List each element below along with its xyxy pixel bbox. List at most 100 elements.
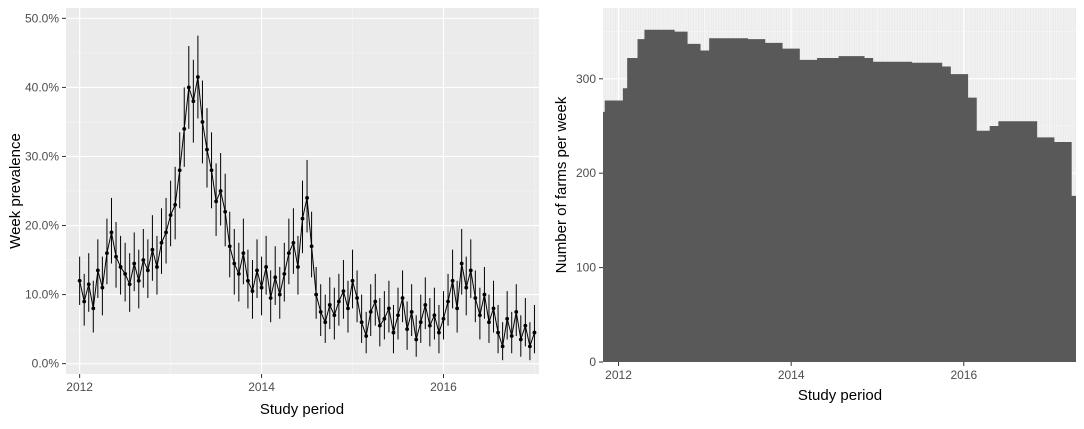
farms-y-tick-label: 100 [576,261,596,275]
prevalence-y-tick-label: 40.0% [25,80,59,94]
prevalence-point [255,268,259,273]
prevalence-point [446,299,450,304]
prevalence-point [282,271,287,276]
farms-y-tick-label: 0 [589,355,596,369]
prevalence-point [523,323,528,328]
prevalence-point [437,330,441,335]
prevalence-panel: 0.0%10.0%20.0%30.0%40.0%50.0% 2012 2014 20… [7,8,539,418]
prevalence-point [377,323,382,328]
prevalence-x-tick-label: 2012 [66,380,93,394]
farms-x-tick-label: 2016 [950,368,977,382]
prevalence-y-tick-label: 0.0% [32,357,60,371]
prevalence-point [314,292,319,297]
prevalence-point [173,202,178,207]
prevalence-point [364,334,369,338]
farms-y-axis-title: Number of farms per week [553,96,570,273]
prevalence-point [264,265,269,269]
prevalence-point [336,299,341,304]
prevalence-point [127,282,132,287]
prevalence-point [273,275,278,280]
prevalence-point [496,330,500,335]
farms-y-tick-label: 300 [576,72,596,86]
farms-x-tick-label: 2014 [778,368,805,382]
prevalence-point [355,296,359,300]
prevalence-point [491,306,496,311]
prevalence-point [86,282,91,287]
prevalence-point [309,244,314,249]
prevalence-y-tick-label: 30.0% [25,149,59,163]
prevalence-point [155,265,159,269]
prevalence-point [218,189,223,193]
prevalence-x-axis-title: Study period [260,401,344,418]
prevalence-point [300,216,305,221]
prevalence-point [182,126,187,131]
prevalence-x-ticks: 2012 2014 2016 [66,374,457,394]
prevalence-point [477,313,482,318]
farms-area-fill [603,29,1076,362]
prevalence-point [350,278,355,283]
prevalence-point [518,337,523,342]
prevalence-point [323,320,328,325]
prevalence-point [277,292,282,297]
prevalence-point [427,323,432,328]
prevalence-point [473,296,478,300]
prevalence-point [487,320,491,325]
prevalence-point [455,306,460,311]
prevalence-point [232,261,237,266]
prevalence-point [305,196,309,200]
prevalence-point [164,230,168,235]
prevalence-point [77,278,82,283]
prevalence-point [359,320,364,325]
prevalence-point [105,251,109,256]
prevalence-point [528,344,532,349]
prevalence-points [77,35,537,361]
farms-x-tick-label: 2012 [605,368,632,382]
prevalence-point [291,240,296,245]
prevalence-point [223,209,228,214]
prevalence-point [195,75,200,79]
prevalence-point [168,213,173,218]
prevalence-point [141,258,146,262]
prevalence-point [468,268,473,273]
farms-x-axis-title: Study period [798,387,882,404]
prevalence-point [91,306,96,311]
prevalence-point [332,313,337,318]
prevalence-point [387,306,391,311]
prevalence-point [450,278,455,283]
prevalence-point [382,316,387,321]
prevalence-point [159,240,164,245]
prevalence-point [95,268,100,273]
prevalence-point [209,168,214,173]
prevalence-point [123,271,128,276]
prevalence-point [145,268,150,273]
prevalence-point [341,289,346,294]
prevalence-point [114,254,118,259]
prevalence-point [191,99,196,104]
prevalence-point [136,278,141,283]
farms-panel: 0 100 200 300 2012 2014 2016 Study period Num… [553,8,1076,404]
prevalence-point [246,278,250,283]
prevalence-y-ticks: 0.0% 10.0% 20.0% 30.0% 40.0% 50.0% [25,11,66,371]
prevalence-point [391,330,396,335]
prevalence-point [368,309,373,314]
prevalence-y-axis-title: Week prevalence [7,133,24,249]
prevalence-point [405,327,410,332]
prevalence-point [441,316,446,321]
farms-y-ticks: 0 100 200 300 [576,72,603,369]
prevalence-point [509,334,514,338]
prevalence-y-tick-label: 10.0% [25,288,59,302]
prevalence-point [177,168,182,173]
prevalence-point [482,292,487,297]
prevalence-point [286,251,291,256]
prevalence-point [241,251,246,256]
prevalence-point [132,261,137,266]
prevalence-x-tick-label: 2014 [248,380,275,394]
prevalence-point [327,303,332,307]
prevalence-point [500,344,505,349]
farms-area [603,29,1076,362]
prevalence-point [346,306,350,311]
prevalence-point [109,230,114,235]
prevalence-point [268,296,273,300]
prevalence-point [318,309,323,314]
